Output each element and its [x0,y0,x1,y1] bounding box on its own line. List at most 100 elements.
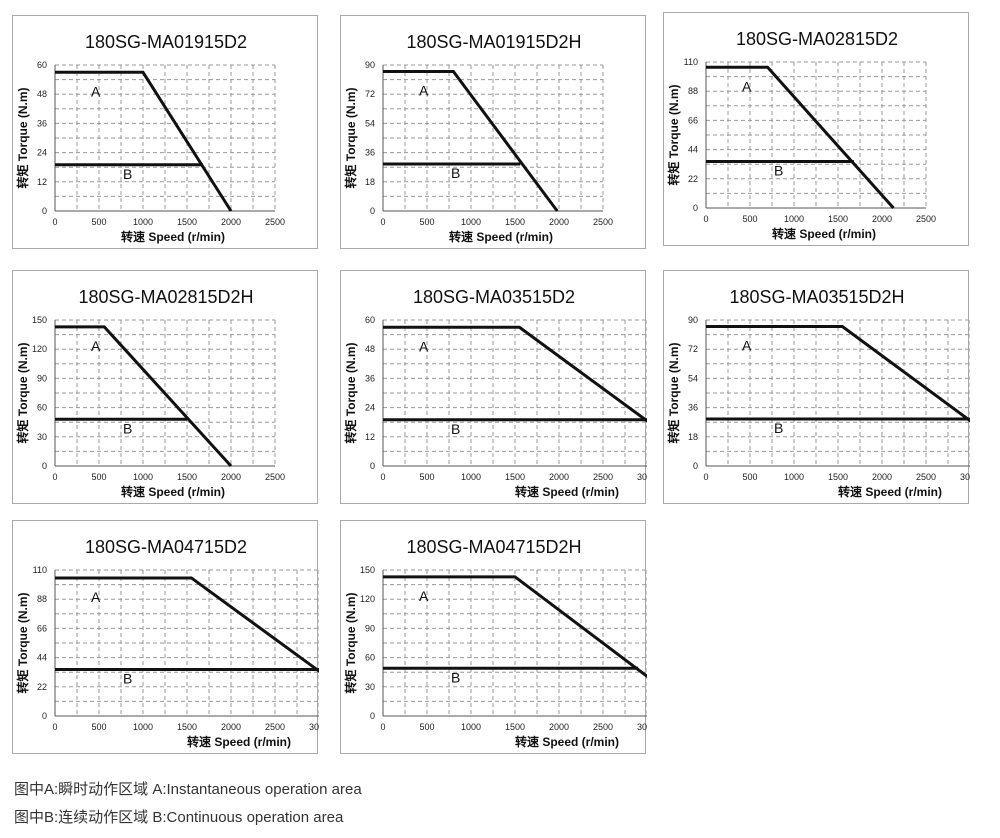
x-tick-label: 0 [380,217,385,227]
y-tick-label: 36 [37,118,47,128]
y-tick-label: 18 [688,432,698,442]
x-tick-label: 2000 [221,722,241,732]
y-axis-title: 转矩 Torque (N.m) [15,342,30,443]
y-tick-label: 54 [688,373,698,383]
y-tick-label: 36 [365,373,375,383]
y-tick-label: 22 [688,174,698,184]
y-tick-label: 22 [37,682,47,692]
y-tick-label: 90 [688,315,698,325]
y-tick-label: 30 [365,682,375,692]
series-label-b: B [123,671,132,687]
chart-title: 180SG-MA04715D2 [85,537,247,557]
x-tick-label: 1000 [133,472,153,482]
series-line-a [383,69,559,212]
x-tick-label: 2000 [221,217,241,227]
y-tick-label: 24 [37,148,47,158]
x-tick-label: 0 [703,472,708,482]
chart-panel: 180SG-MA01915D2H 0 500 1000 1500 2000 2500 0 18 3… [340,15,646,249]
chart-svg: 180SG-MA02815D2 0 500 1000 1500 2000 2500 0 22 44… [666,29,936,241]
x-axis-title: 转速 Speed (r/min) [772,226,876,241]
x-tick-label: 1500 [177,472,197,482]
series-label-b: B [774,163,783,179]
series-label-a: A [742,337,752,353]
series-label-a: A [419,82,429,98]
y-tick-label: 88 [688,86,698,96]
x-axis-title: 转速 Speed (r/min) [515,734,619,749]
x-tick-label: 2500 [916,214,936,224]
x-tick-label: 0 [52,722,57,732]
y-tick-label: 24 [365,403,375,413]
grid [55,569,319,716]
grid [706,61,927,208]
x-tick-label: 1500 [177,722,197,732]
x-tick-label: 1500 [505,217,525,227]
x-tick-label: 500 [419,217,434,227]
series-label-a: A [742,78,752,94]
y-tick-label: 72 [365,89,375,99]
x-tick-label: 1000 [133,722,153,732]
y-axis-title: 转矩 Torque (N.m) [15,592,30,693]
x-tick-label: 1500 [505,722,525,732]
series-label-b: B [451,669,460,685]
x-tick-label: 500 [419,722,434,732]
chart-title: 180SG-MA03515D2H [729,287,904,307]
grid [706,319,970,466]
y-tick-label: 60 [365,315,375,325]
chart-svg: 180SG-MA01915D2H 0 500 1000 1500 2000 2500 0 18 3… [343,32,613,244]
y-tick-label: 12 [37,177,47,187]
y-tick-label: 60 [365,653,375,663]
y-tick-label: 88 [37,594,47,604]
x-axis-title: 转速 Speed (r/min) [121,484,225,499]
series-label-b: B [123,166,132,182]
y-tick-label: 90 [365,623,375,633]
chart-title: 180SG-MA01915D2H [406,32,581,52]
grid [55,319,276,466]
y-tick-label: 54 [365,118,375,128]
x-tick-label: 1500 [828,214,848,224]
chart-svg: 180SG-MA02815D2H 0 500 1000 1500 2000 2500 0 30 6… [15,287,285,499]
x-tick-label: 1500 [177,217,197,227]
y-tick-label: 48 [365,344,375,354]
chart-svg: 180SG-MA01915D2 0 500 1000 1500 2000 2500 0 12 24… [15,32,285,244]
x-tick-label: 2500 [265,722,285,732]
x-tick-label: 2500 [265,217,285,227]
chart-title: 180SG-MA02815D2H [78,287,253,307]
y-tick-label: 60 [37,60,47,70]
x-tick-label: 500 [91,722,106,732]
series-label-a: A [91,338,101,354]
chart-panel: 180SG-MA02815D2H 0 500 1000 1500 2000 2500 0 30 6… [12,270,318,504]
x-tick-label: 0 [52,472,57,482]
x-tick-label: 500 [419,472,434,482]
x-tick-label: 3000 [309,722,319,732]
series-label-a: A [419,588,429,604]
series-label-a: A [91,589,101,605]
y-tick-label: 110 [33,565,47,575]
y-axis-title: 转矩 Torque (N.m) [666,84,681,185]
chart-panel: 180SG-MA03515D2H 0 500 1000 1500 2000 2500 3000… [663,270,970,504]
y-tick-label: 44 [688,145,698,155]
y-tick-label: 150 [360,565,375,575]
y-tick-label: 44 [37,653,47,663]
chart-panel: 180SG-MA04715D2H050010001500200025003000… [340,520,647,754]
y-tick-label: 0 [370,206,375,216]
chart-title: 180SG-MA01915D2 [85,32,247,52]
x-tick-label: 1000 [461,217,481,227]
series-label-a: A [91,83,101,99]
x-tick-label: 0 [703,214,708,224]
x-tick-label: 0 [52,217,57,227]
y-axis-title: 转矩 Torque (N.m) [343,592,358,693]
x-tick-label: 2000 [549,722,569,732]
x-tick-label: 0 [380,472,385,482]
series-label-b: B [774,420,783,436]
chart-svg: 180SG-MA03515D2H 0 500 1000 1500 2000 2500 3000… [666,287,970,499]
chart-svg: 180SG-MA04715D20500100015002000250030003… [15,537,319,749]
y-axis-title: 转矩 Torque (N.m) [343,342,358,443]
series-label-b: B [123,420,132,436]
y-axis-title: 转矩 Torque (N.m) [666,342,681,443]
y-tick-label: 0 [693,461,698,471]
chart-title: 180SG-MA04715D2H [406,537,581,557]
y-tick-label: 0 [370,461,375,471]
x-tick-label: 2500 [916,472,936,482]
y-axis-title: 转矩 Torque (N.m) [15,87,30,188]
y-tick-label: 36 [365,148,375,158]
